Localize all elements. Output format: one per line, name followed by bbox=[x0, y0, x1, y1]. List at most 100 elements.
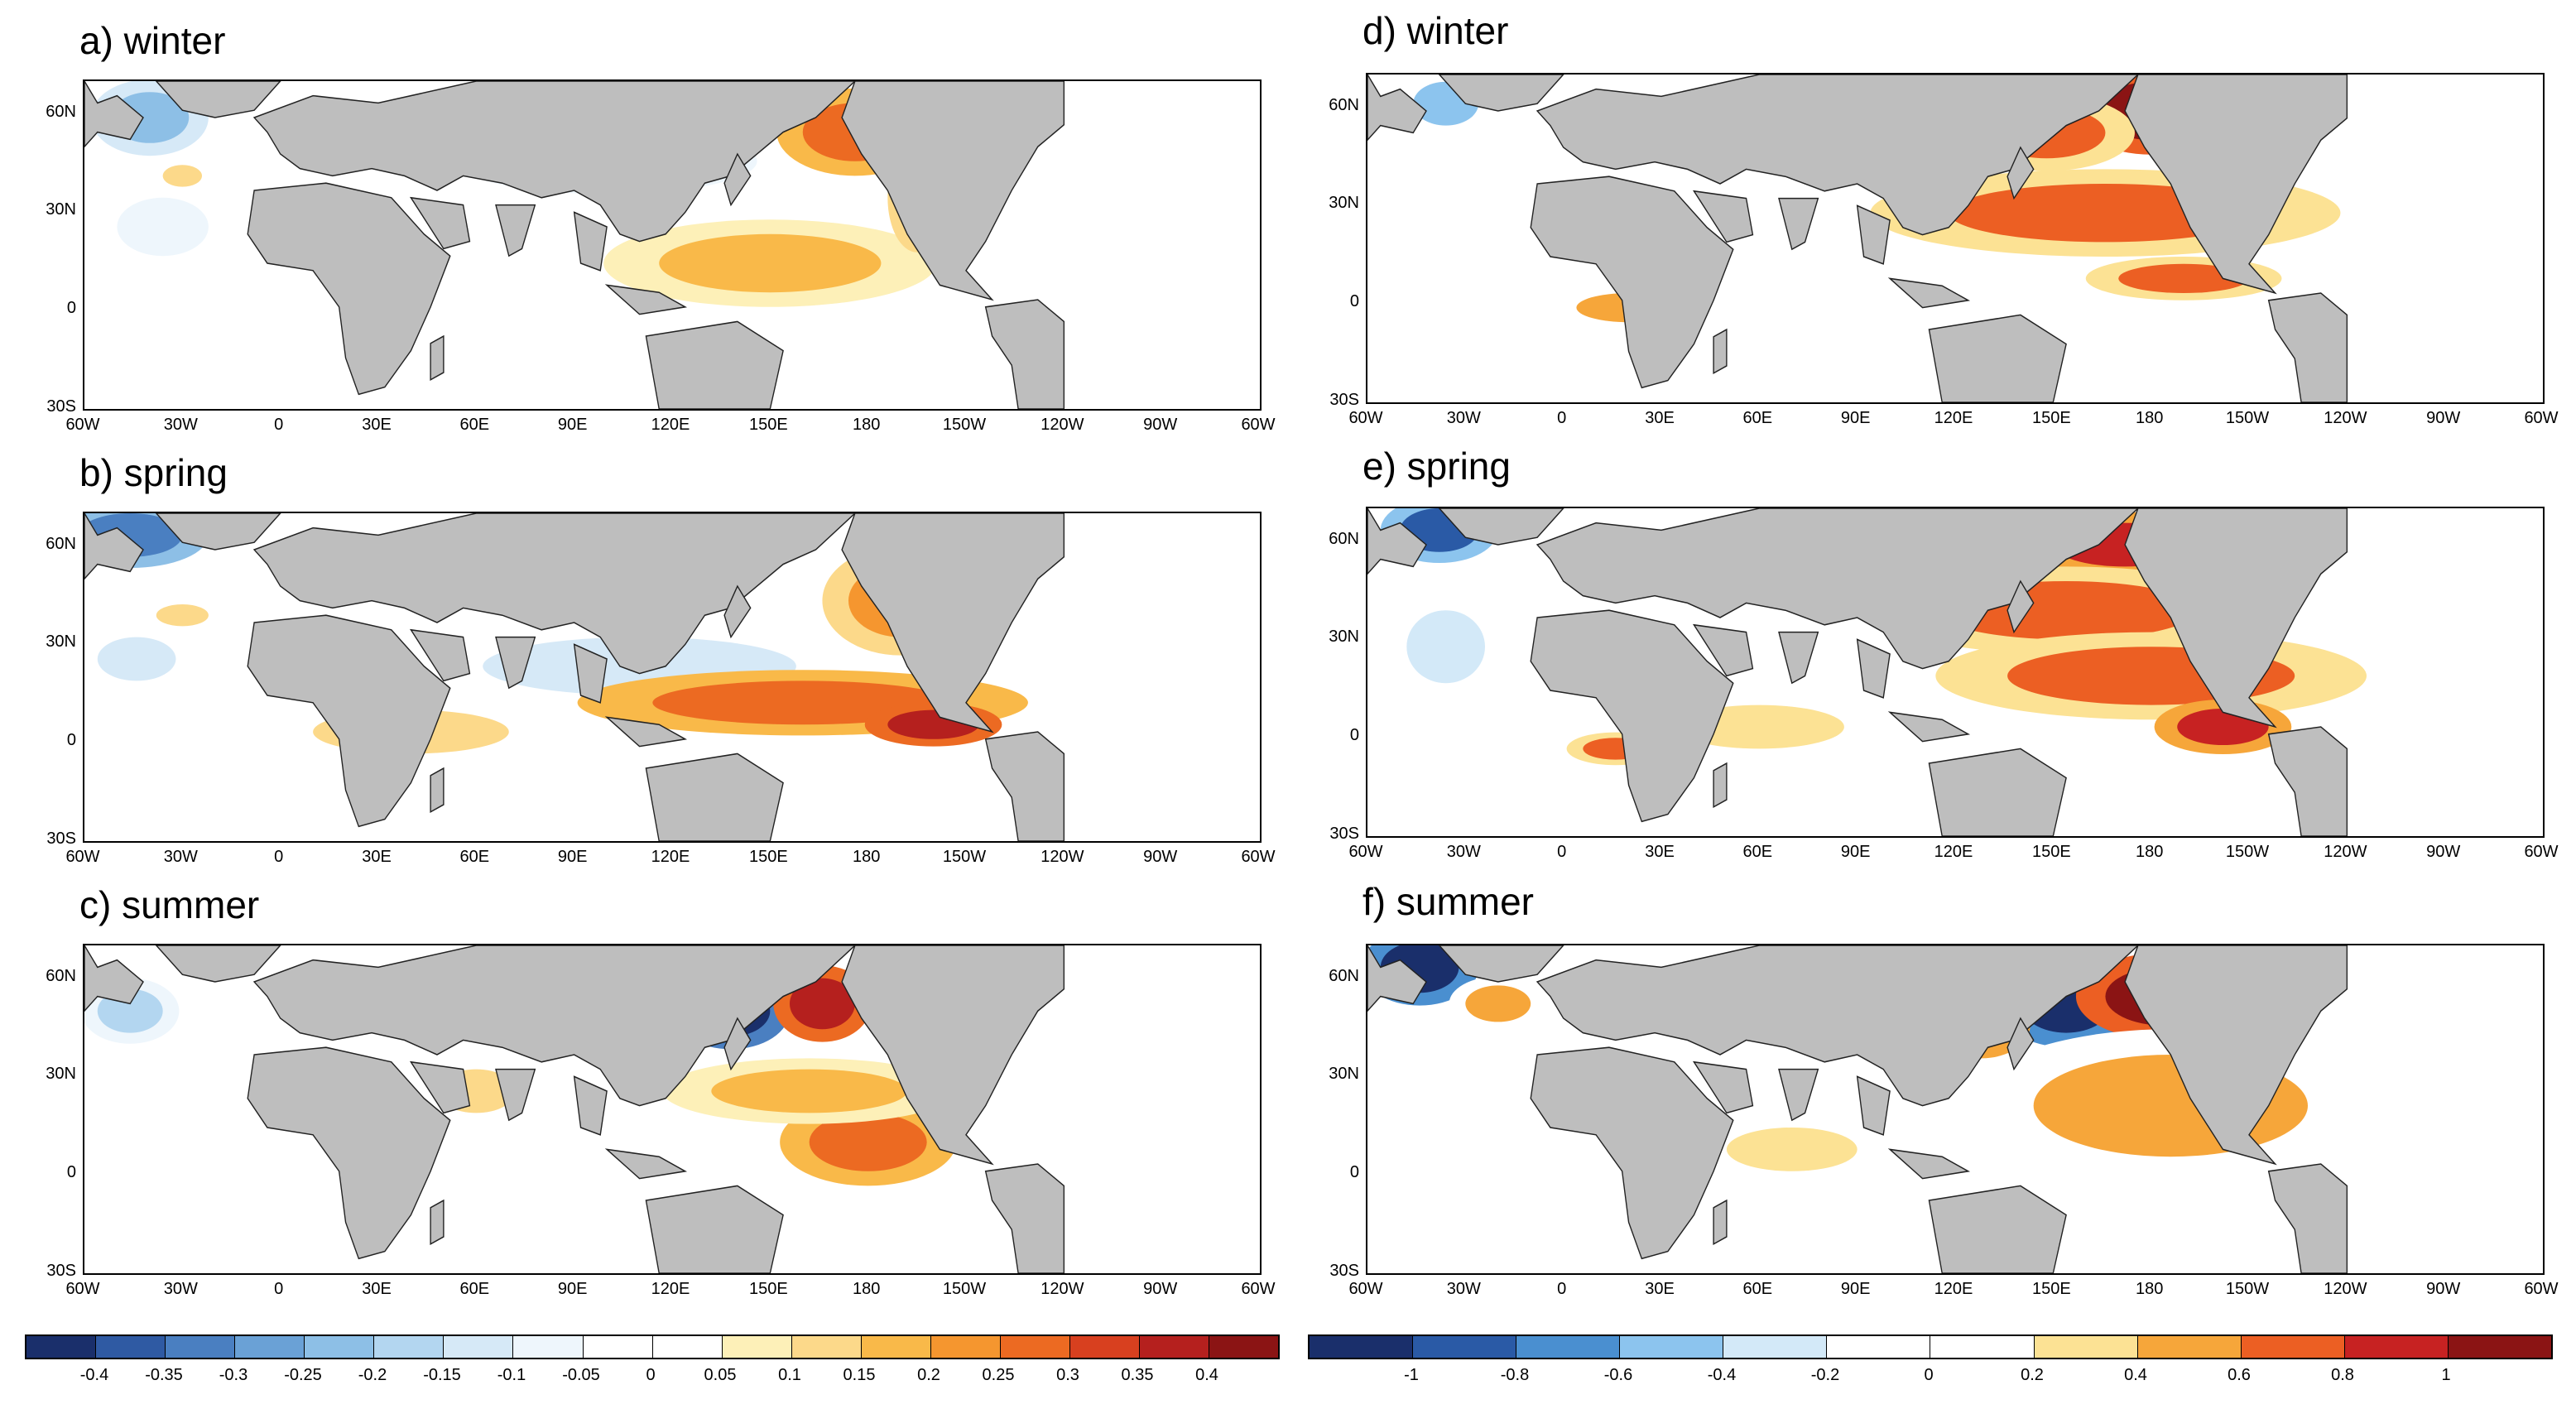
landmass bbox=[1856, 638, 1891, 699]
landmass bbox=[2124, 945, 2348, 1166]
map-panel-e bbox=[1366, 507, 2545, 838]
landmass bbox=[1530, 1046, 1734, 1260]
lon-label: 90W bbox=[2426, 1280, 2461, 1298]
colorbar-label: -1 bbox=[1404, 1366, 1419, 1384]
landmass bbox=[573, 643, 608, 704]
lon-label: 60W bbox=[65, 848, 100, 866]
lon-label: 150E bbox=[748, 1280, 788, 1298]
lat-label: 30S bbox=[46, 1262, 76, 1280]
colorbar-label: 0.1 bbox=[778, 1366, 801, 1384]
landmass bbox=[247, 182, 451, 396]
landmass bbox=[430, 767, 445, 814]
colorbar-swatch bbox=[1516, 1336, 1621, 1358]
colorbar-label: -0.15 bbox=[423, 1366, 461, 1384]
lat-label: 30S bbox=[46, 397, 76, 416]
colorbar-label: -0.25 bbox=[284, 1366, 322, 1384]
landmass bbox=[2267, 726, 2348, 836]
map-panel-d bbox=[1366, 73, 2545, 404]
map-canvas-d bbox=[1367, 75, 2543, 402]
lon-label: 90E bbox=[1840, 1280, 1871, 1298]
lat-label: 0 bbox=[1349, 1163, 1359, 1182]
lon-label: 30W bbox=[1446, 843, 1481, 861]
anomaly-core bbox=[659, 233, 882, 293]
lon-label: 90E bbox=[1840, 409, 1871, 427]
landmass bbox=[252, 513, 856, 675]
colorbar-label: 0.2 bbox=[2021, 1366, 2044, 1384]
lon-label: 30W bbox=[163, 416, 198, 434]
anomaly-core bbox=[809, 1113, 927, 1171]
landmass bbox=[1692, 623, 1754, 677]
anomaly-core bbox=[117, 197, 209, 257]
landmass bbox=[155, 81, 281, 118]
lon-label: 180 bbox=[2135, 843, 2164, 861]
landmass bbox=[984, 1163, 1065, 1273]
lat-label: 30N bbox=[46, 200, 76, 219]
landmass bbox=[645, 320, 784, 409]
colorbar-label: -0.8 bbox=[1500, 1366, 1530, 1384]
colorbar-swatch bbox=[583, 1336, 653, 1358]
landmass bbox=[84, 81, 144, 148]
colorbar-swatch bbox=[861, 1336, 931, 1358]
lon-label: 180 bbox=[2135, 409, 2164, 427]
colorbar-label: -0.4 bbox=[1707, 1366, 1737, 1384]
landmass bbox=[1692, 1060, 1754, 1114]
colorbar-label: 0.3 bbox=[1056, 1366, 1079, 1384]
colorbar-swatch bbox=[513, 1336, 584, 1358]
lon-label: 90E bbox=[557, 416, 588, 434]
landmass bbox=[723, 584, 752, 639]
lon-label: 60W bbox=[1348, 1280, 1383, 1298]
anomaly-core bbox=[790, 978, 855, 1030]
landmass bbox=[723, 152, 752, 207]
colorbar-label: -0.35 bbox=[145, 1366, 183, 1384]
landmass bbox=[2006, 146, 2035, 200]
lon-label: 30W bbox=[1446, 1280, 1481, 1298]
landmass bbox=[2267, 1163, 2348, 1273]
lon-label: 150W bbox=[2225, 843, 2270, 861]
lat-label: 30S bbox=[1329, 825, 1359, 843]
landmass bbox=[155, 513, 281, 551]
landmass bbox=[604, 284, 688, 315]
colorbar-label: -0.2 bbox=[358, 1366, 387, 1384]
landmass bbox=[984, 299, 1065, 409]
colorbar-swatch bbox=[1413, 1336, 1517, 1358]
lon-label: 150W bbox=[2225, 409, 2270, 427]
landmass bbox=[430, 334, 445, 382]
lon-label: 30W bbox=[163, 1280, 198, 1298]
landmass bbox=[430, 1199, 445, 1246]
colorbar-swatch bbox=[2241, 1336, 2345, 1358]
landmass bbox=[409, 196, 471, 250]
lon-label: 90W bbox=[1143, 416, 1178, 434]
landmass bbox=[1887, 1148, 1971, 1180]
lon-label: 30E bbox=[362, 1280, 392, 1298]
lon-label: 30E bbox=[362, 848, 392, 866]
lon-label: 120E bbox=[1934, 1280, 1973, 1298]
landmass bbox=[1438, 945, 1564, 983]
landmass bbox=[247, 1046, 451, 1260]
lon-label: 150W bbox=[2225, 1280, 2270, 1298]
landmass bbox=[645, 753, 784, 841]
colorbar-swatch bbox=[1310, 1336, 1414, 1358]
lon-label: 180 bbox=[852, 1280, 881, 1298]
landmass bbox=[1438, 75, 1564, 112]
landmass bbox=[1713, 1199, 1728, 1246]
landmass bbox=[495, 204, 536, 257]
lon-label: 30E bbox=[1645, 409, 1675, 427]
landmass bbox=[841, 945, 1065, 1166]
colorbar-label: -0.2 bbox=[1810, 1366, 1840, 1384]
lat-label: 0 bbox=[66, 299, 76, 318]
anomaly-core bbox=[1726, 1128, 1858, 1171]
lon-label: 60E bbox=[1742, 409, 1773, 427]
lat-label: 0 bbox=[1349, 726, 1359, 745]
map-panel-c bbox=[83, 944, 1262, 1275]
lon-label: 90W bbox=[2426, 409, 2461, 427]
anomaly-core bbox=[2118, 263, 2249, 293]
landmass bbox=[1438, 508, 1564, 546]
landmass bbox=[84, 513, 144, 580]
lat-label: 30N bbox=[1329, 628, 1359, 647]
colorbar-label: -0.1 bbox=[497, 1366, 526, 1384]
lon-label: 120E bbox=[651, 848, 690, 866]
lon-label: 30E bbox=[1645, 843, 1675, 861]
lat-label: 30N bbox=[46, 632, 76, 652]
landmass bbox=[495, 1068, 536, 1122]
anomaly-core bbox=[1465, 985, 1531, 1022]
